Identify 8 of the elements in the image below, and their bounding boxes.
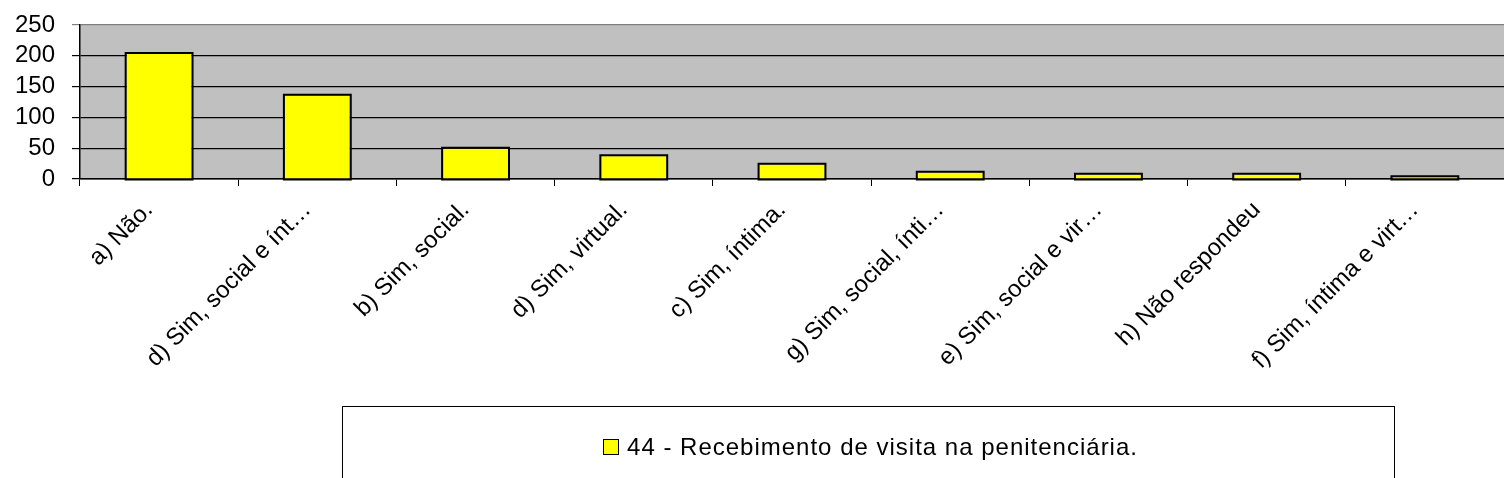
y-tick-label: 100 bbox=[14, 102, 55, 130]
legend-label: 44 - Recebimento de visita na penitenciária. bbox=[627, 433, 1138, 460]
y-tick-label: 0 bbox=[41, 163, 55, 191]
x-tick-label: a) Não. bbox=[82, 195, 158, 271]
y-tick-label: 50 bbox=[28, 132, 55, 160]
y-tick-label: 200 bbox=[14, 40, 55, 68]
y-tick-label: 150 bbox=[14, 71, 55, 99]
y-tick-label: 250 bbox=[14, 9, 55, 37]
